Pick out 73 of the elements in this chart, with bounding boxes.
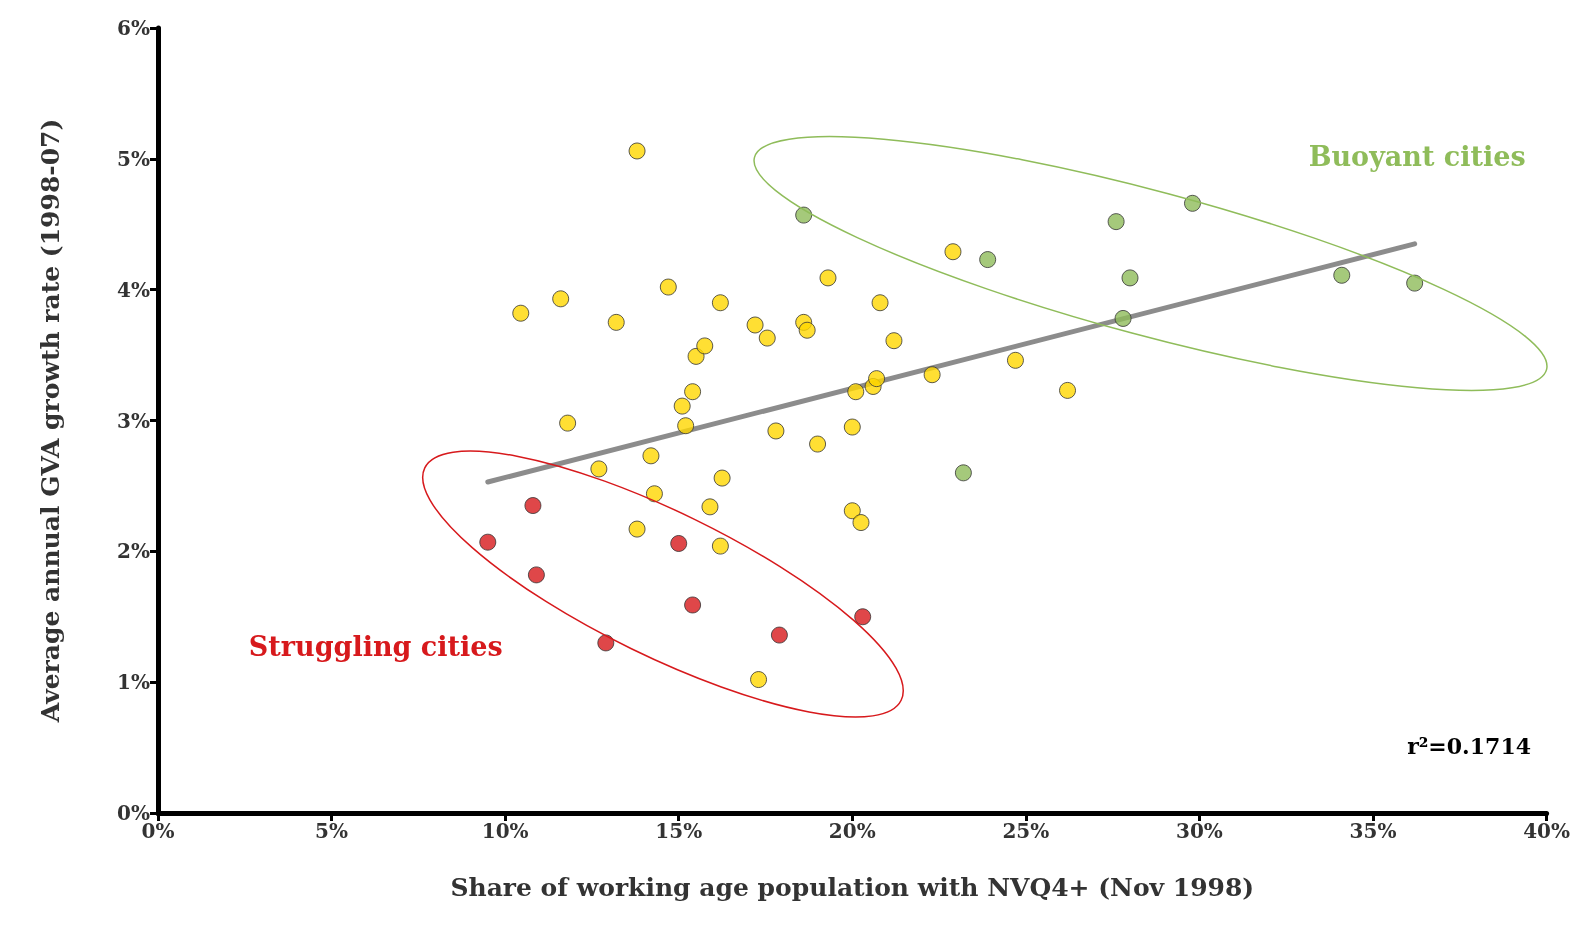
point [1121, 269, 1139, 287]
point [659, 278, 677, 296]
point [1059, 381, 1077, 399]
x-tick-label: 40% [1523, 819, 1570, 843]
point [673, 397, 691, 415]
point [711, 294, 729, 312]
point [677, 417, 695, 435]
point [597, 634, 615, 652]
point [871, 294, 889, 312]
point [1333, 266, 1351, 284]
x-tick-label: 10% [481, 819, 529, 843]
point [552, 290, 570, 308]
point [684, 383, 702, 401]
y-tick-label: 1% [117, 670, 150, 695]
point [559, 414, 577, 432]
point [711, 537, 729, 555]
point [1107, 213, 1125, 231]
point [770, 626, 788, 644]
point [527, 566, 545, 584]
point [767, 422, 785, 440]
x-tick-label: 0% [141, 819, 175, 843]
point [670, 534, 688, 552]
point [868, 370, 886, 388]
x-tick-label: 20% [828, 819, 876, 843]
point [696, 337, 714, 355]
point [607, 313, 625, 331]
point [746, 316, 764, 334]
point [798, 321, 816, 339]
point [854, 608, 872, 626]
point [885, 332, 903, 350]
point [750, 671, 768, 689]
point [809, 435, 827, 453]
point [795, 206, 813, 224]
y-axis-title: Average annual GVA growth rate (1998-07) [36, 118, 65, 724]
point [843, 418, 861, 436]
point [1114, 309, 1132, 327]
x-tick-label: 25% [1002, 819, 1050, 843]
x-tick-label: 30% [1176, 819, 1223, 843]
point [645, 485, 663, 503]
point [847, 383, 865, 401]
point [479, 533, 497, 551]
point [590, 460, 608, 478]
point [713, 469, 731, 487]
x-tick-label: 15% [655, 819, 703, 843]
point [1406, 274, 1424, 292]
y-tick-label: 2% [117, 539, 150, 564]
y-tick-label: 6% [117, 16, 150, 40]
point [852, 514, 870, 532]
point [923, 366, 941, 384]
point [701, 498, 719, 516]
annotation: r²=0.1714 [1407, 733, 1531, 759]
x-axis-title: Share of working age population with NVQ4+ (Nov 1998) [450, 873, 1255, 902]
point [843, 502, 861, 520]
text: Buoyant cities [1308, 141, 1526, 173]
y-tick-label: 5% [117, 146, 150, 171]
y-tick-label: 3% [117, 408, 150, 433]
point [684, 596, 702, 614]
point [954, 464, 972, 482]
point [642, 447, 660, 465]
point [1184, 194, 1201, 212]
y-tick-label: 4% [117, 277, 150, 302]
point [979, 251, 997, 269]
point [524, 497, 542, 515]
x-tick-label: 35% [1349, 819, 1397, 843]
text: Struggling cities [248, 630, 503, 662]
point [628, 142, 646, 160]
point [512, 304, 530, 322]
point [819, 269, 837, 287]
point [758, 329, 776, 347]
x-tick-label: 5% [315, 819, 349, 843]
point [1006, 351, 1024, 369]
point [944, 243, 962, 261]
point [628, 520, 646, 538]
